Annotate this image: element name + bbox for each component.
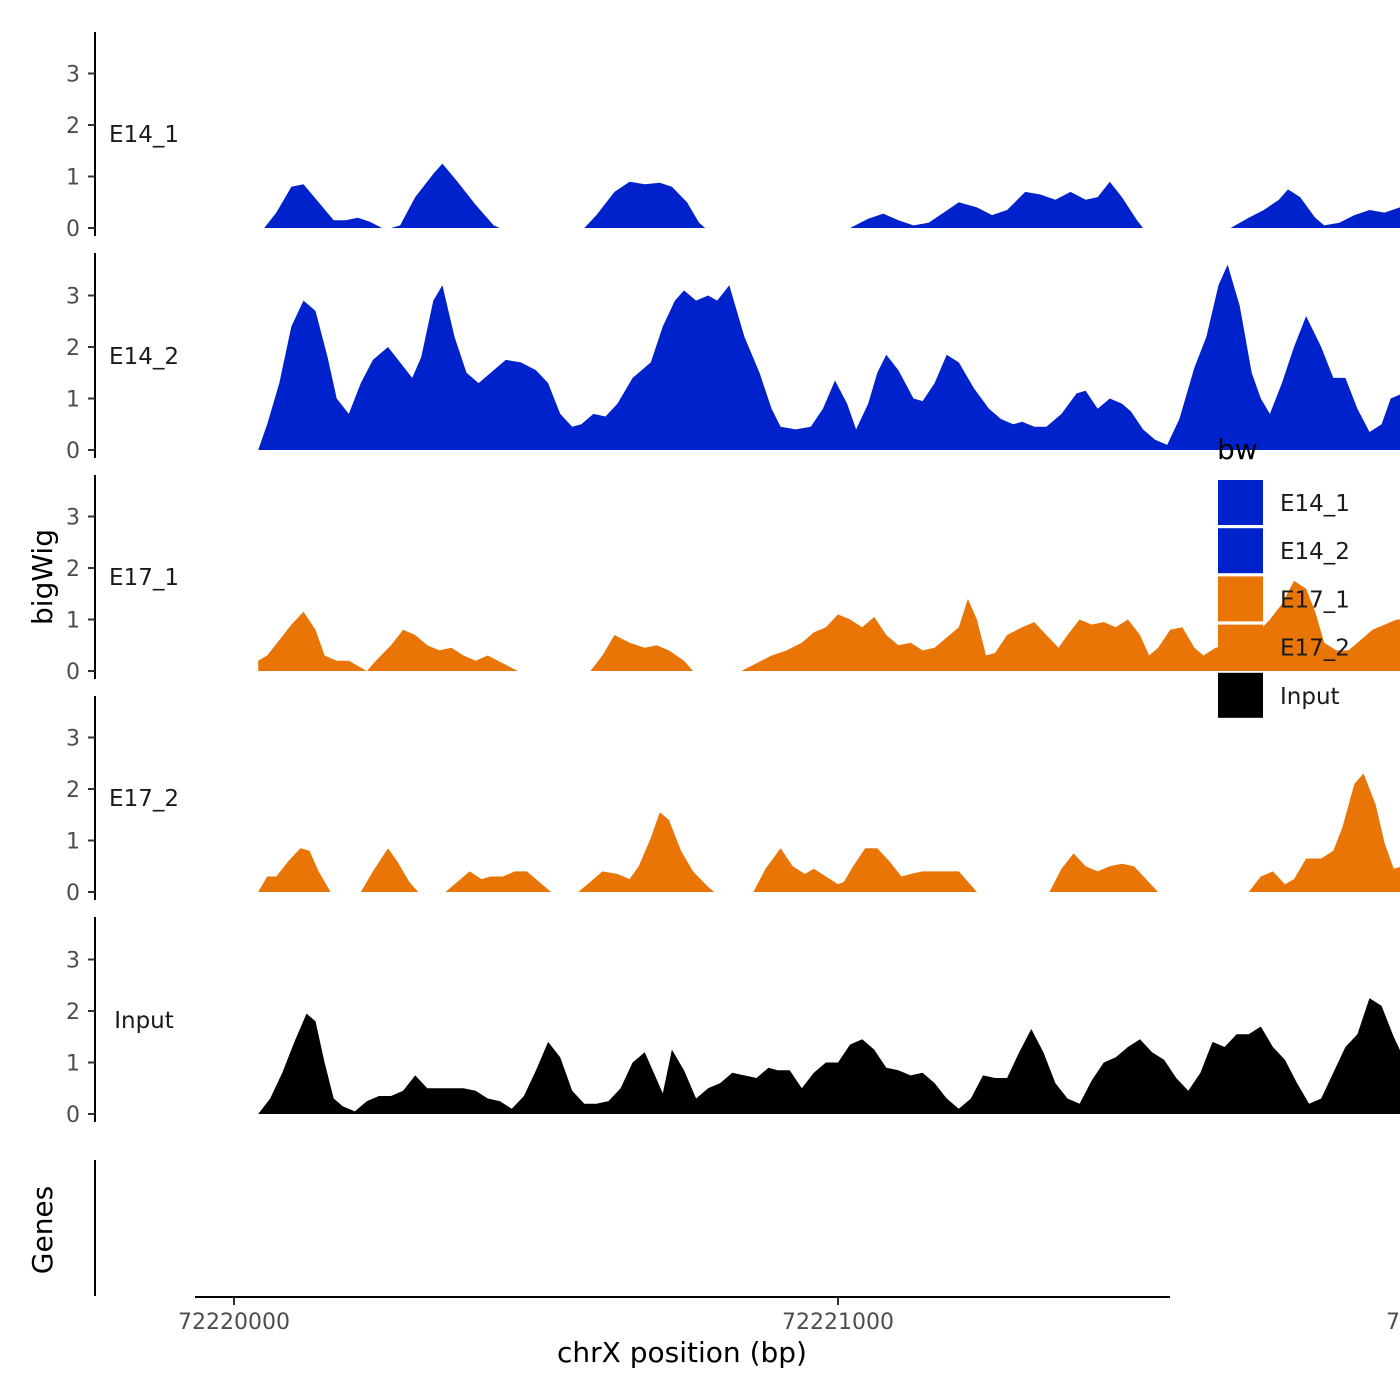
- y-tick-label: 1: [66, 166, 80, 191]
- coverage-area-segment: [753, 848, 977, 892]
- coverage-area-segment: [258, 998, 1400, 1114]
- x-axis-title: chrX position (bp): [557, 1336, 807, 1369]
- coverage-area-segment: [1230, 189, 1400, 228]
- y-tick-label: 2: [66, 114, 80, 139]
- y-tick-label: 3: [66, 506, 80, 531]
- track-label: E17_2: [109, 786, 179, 812]
- track-label: E17_1: [109, 565, 179, 591]
- y-axis-title: bigWig: [26, 529, 59, 625]
- legend-swatch: [1218, 672, 1263, 718]
- legend-label: E14_2: [1280, 539, 1350, 565]
- coverage-area-segment: [1248, 773, 1400, 892]
- legend-swatch: [1218, 576, 1263, 622]
- legend-label: E17_1: [1280, 587, 1350, 613]
- coverage-area-segment: [360, 848, 419, 892]
- legend-label: E17_2: [1280, 636, 1350, 662]
- legend-label: E14_1: [1280, 491, 1350, 517]
- coverage-area-segment: [578, 812, 715, 892]
- y-tick-label: 0: [66, 217, 80, 242]
- legend-swatch: [1218, 624, 1263, 670]
- track-label: E14_1: [109, 122, 179, 148]
- track-e17-1: 0 1 2 3 E17_1: [66, 475, 1400, 685]
- coverage-area-segment: [590, 635, 693, 671]
- legend-swatch: [1218, 480, 1263, 525]
- coverage-area-segment: [264, 163, 500, 228]
- genes-panel: Genes Magea4: [26, 1160, 96, 1296]
- y-tick-label: 2: [66, 336, 80, 361]
- coverage-area-segment: [584, 181, 706, 228]
- legend-items: E14_1 E14_2 E17_1 E17_2 Input: [1218, 480, 1350, 718]
- y-tick-label: 2: [66, 557, 80, 582]
- coverage-area-segment: [1049, 853, 1159, 892]
- legend: bw E14_1 E14_2 E17_1 E17_2 Input: [1217, 433, 1350, 718]
- x-axis: 72220000722210007222200072223000 chrX po…: [178, 1296, 1400, 1369]
- y-tick-label: 0: [66, 660, 80, 685]
- coverage-area-segment: [258, 848, 331, 892]
- coverage-area-segment: [445, 871, 552, 892]
- track-label: E14_2: [109, 344, 179, 370]
- genes-panel-title: Genes: [26, 1186, 59, 1274]
- track-label: Input: [114, 1008, 174, 1034]
- legend-label: Input: [1280, 684, 1340, 710]
- y-tick-label: 0: [66, 881, 80, 906]
- track-e14-2: 0 1 2 3 E14_2: [66, 253, 1400, 464]
- y-tick-label: 1: [66, 830, 80, 855]
- coverage-area-segment: [850, 181, 1143, 228]
- track-e14-1: 0 1 2 3 E14_1: [66, 32, 1400, 242]
- track-e17-2: 0 1 2 3 E17_2: [66, 696, 1400, 906]
- legend-title: bw: [1217, 433, 1258, 466]
- y-tick-label: 1: [66, 609, 80, 634]
- y-tick-label: 1: [66, 388, 80, 413]
- track-panels: 0 1 2 3 E14_1 0 1 2 3 E14_2 0 1 2 3 E17_1 0 1 2 3 E17_2 0 1 2 3…: [66, 32, 1400, 1128]
- coverage-area-segment: [258, 264, 1400, 450]
- y-tick-label: 3: [66, 285, 80, 310]
- y-tick-label: 2: [66, 1000, 80, 1025]
- y-tick-label: 3: [66, 727, 80, 752]
- y-tick-label: 3: [66, 949, 80, 974]
- y-tick-label: 3: [66, 63, 80, 88]
- track-input: 0 1 2 3 Input: [66, 917, 1400, 1128]
- x-tick-label: 72222000: [1386, 1310, 1400, 1335]
- x-ticks: 72220000722210007222200072223000: [178, 1297, 1400, 1335]
- coverage-area-segment: [258, 611, 518, 671]
- y-tick-label: 0: [66, 1103, 80, 1128]
- y-tick-label: 1: [66, 1052, 80, 1077]
- y-tick-label: 2: [66, 778, 80, 803]
- x-tick-label: 72220000: [178, 1310, 290, 1335]
- x-tick-label: 72221000: [782, 1310, 894, 1335]
- y-tick-label: 0: [66, 439, 80, 464]
- legend-swatch: [1218, 528, 1263, 574]
